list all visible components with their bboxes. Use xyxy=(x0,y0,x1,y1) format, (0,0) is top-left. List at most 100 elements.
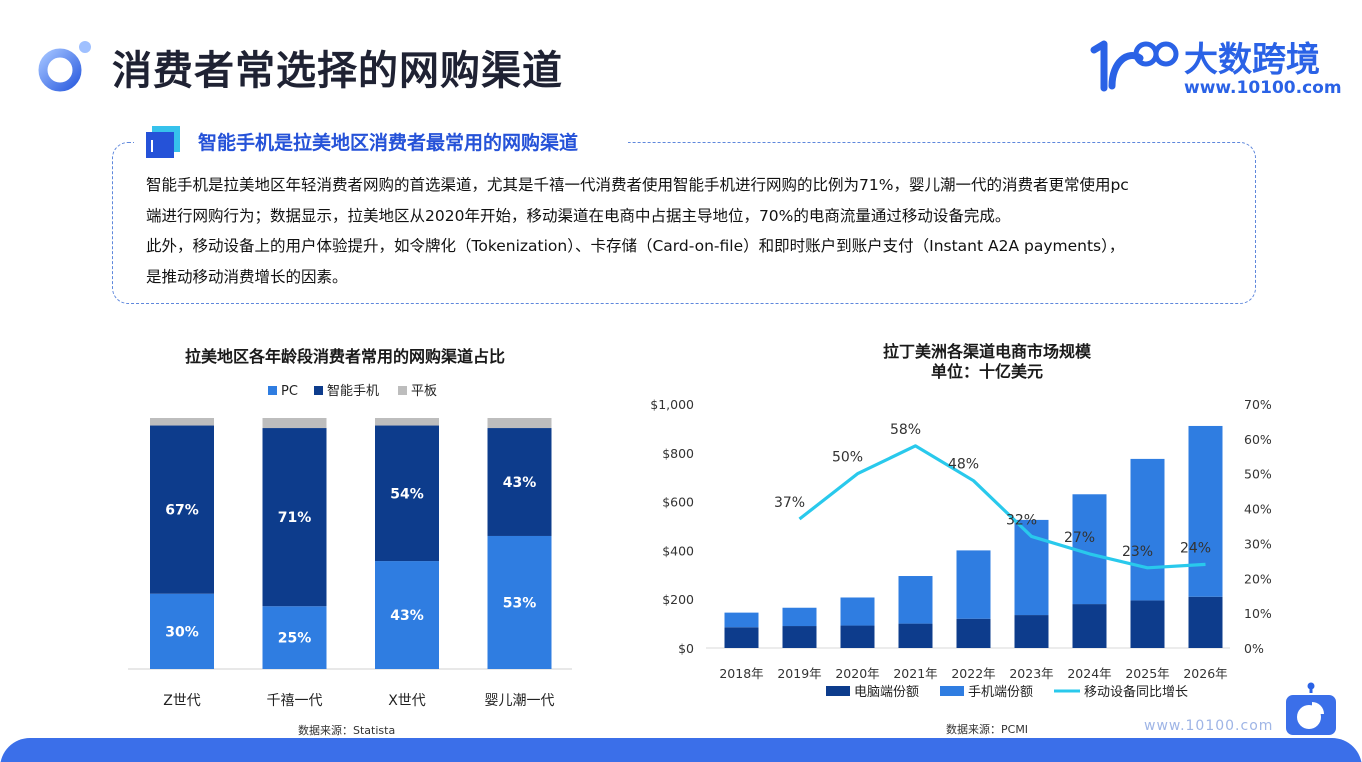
bar-segment xyxy=(724,612,759,628)
x-tick-label: 婴儿潮一代 xyxy=(485,693,555,709)
x-tick-label: 2019年 xyxy=(777,666,821,681)
summary-line: 此外，移动设备上的用户体验提升，如令牌化（Tokenization）、卡存储（C… xyxy=(146,237,1125,255)
brand-logo: 大数跨境 www.10100.com xyxy=(1088,32,1342,102)
data-label: 71% xyxy=(278,510,312,526)
bar-segment xyxy=(782,626,817,648)
bar-segment xyxy=(1072,604,1107,648)
x-tick-label: 2024年 xyxy=(1067,666,1111,681)
line-data-label: 37% xyxy=(774,495,805,511)
legend-label: 手机端份额 xyxy=(968,685,1033,700)
data-label: 43% xyxy=(503,475,537,491)
summary-title: 智能手机是拉美地区消费者最常用的网购渠道 xyxy=(198,132,579,154)
chart2-subtitle: 单位：十亿美元 xyxy=(930,362,1043,381)
bar-segment xyxy=(1188,596,1223,648)
legend-label: 智能手机 xyxy=(327,384,379,399)
y2-tick-label: 40% xyxy=(1244,502,1272,517)
bar-segment xyxy=(1014,615,1049,648)
y-tick-label: $800 xyxy=(662,446,694,461)
x-tick-label: X世代 xyxy=(388,693,426,709)
bar-segment xyxy=(1130,600,1165,648)
y2-tick-label: 50% xyxy=(1244,467,1272,482)
data-label: 54% xyxy=(390,486,424,502)
y2-tick-label: 10% xyxy=(1244,606,1272,621)
line-data-label: 27% xyxy=(1064,530,1095,546)
x-tick-label: Z世代 xyxy=(163,693,201,709)
bar-segment xyxy=(898,623,933,648)
y2-tick-label: 20% xyxy=(1244,571,1272,586)
ring-logo-icon xyxy=(38,41,91,92)
data-label: 67% xyxy=(165,503,199,519)
line-data-label: 48% xyxy=(948,457,979,473)
line-data-label: 50% xyxy=(832,450,863,466)
legend-swatch xyxy=(314,386,323,395)
data-label: 53% xyxy=(503,595,537,611)
bar-segment xyxy=(487,535,552,669)
bar-segment xyxy=(1130,458,1165,601)
legend-swatch xyxy=(940,686,964,696)
data-label: 43% xyxy=(390,608,424,624)
growth-line xyxy=(798,444,1206,570)
bar-segment xyxy=(724,627,759,648)
market-size-chart: $0 $200 $400 $600 $800 $1,000 0% 10% 20% 30% 40% 50… xyxy=(650,397,1272,700)
bar-segment xyxy=(150,418,214,426)
y2-tick-label: 30% xyxy=(1244,536,1272,551)
legend-swatch xyxy=(268,386,277,395)
bar-segment xyxy=(150,425,214,594)
x-tick-label: 千禧一代 xyxy=(267,693,323,709)
footer-url: www.10100.com xyxy=(1144,718,1274,734)
summary-line: 智能手机是拉美地区年轻消费者网购的首选渠道，尤其是千禧一代消费者使用智能手机进行… xyxy=(146,176,1129,194)
y2-tick-label: 60% xyxy=(1244,432,1272,447)
x-tick-label: 2021年 xyxy=(893,666,937,681)
bar-segment xyxy=(487,418,552,429)
y-tick-label: $400 xyxy=(662,543,694,558)
pie-chart-icon xyxy=(1284,682,1338,737)
summary-line: 是推动移动消费增长的因素。 xyxy=(146,267,348,286)
age-channel-chart: PC 智能手机 平板 30% 67% Z世代 25% 71% 千禧一代 43% 54% X世代 53% 4… xyxy=(128,384,572,709)
bar-segment xyxy=(1188,425,1223,597)
x-tick-label: 2018年 xyxy=(719,666,763,681)
bar-segment xyxy=(840,597,875,626)
bar-segment xyxy=(150,593,214,669)
chart1-title: 拉美地区各年龄段消费者常用的网购渠道占比 xyxy=(184,347,505,366)
brand-mark-icon xyxy=(1090,40,1179,92)
legend-label: 电脑端份额 xyxy=(854,685,919,700)
line-data-label: 32% xyxy=(1006,512,1037,528)
summary-line: 端进行网购行为；数据显示，拉美地区从2020年开始，移动渠道在电商中占据主导地位… xyxy=(146,206,1011,225)
page-title: 消费者常选择的网购渠道 xyxy=(112,48,563,94)
bar-segment xyxy=(262,606,327,669)
tag-icon xyxy=(146,126,180,158)
chart1-source: 数据来源：Statista xyxy=(298,724,396,737)
footer-bar xyxy=(0,738,1362,762)
y-tick-label: $0 xyxy=(678,641,694,656)
x-tick-label: 2023年 xyxy=(1009,666,1053,681)
brand-url: www.10100.com xyxy=(1184,78,1342,98)
summary-text: 智能手机是拉美地区年轻消费者网购的首选渠道，尤其是千禧一代消费者使用智能手机进行… xyxy=(146,170,1246,292)
bar-segment xyxy=(262,418,327,429)
y-tick-label: $600 xyxy=(662,495,694,510)
bar-segment xyxy=(262,428,327,607)
data-label: 25% xyxy=(278,631,312,647)
chart2-source: 数据来源：PCMI xyxy=(946,723,1029,736)
x-tick-label: 2022年 xyxy=(951,666,995,681)
bar-segment xyxy=(956,550,991,619)
line-data-label: 58% xyxy=(890,422,921,438)
bar-segment xyxy=(375,418,439,426)
bar-segment xyxy=(487,428,552,536)
legend-label: PC xyxy=(281,384,298,399)
line-data-label: 23% xyxy=(1122,544,1153,560)
y2-tick-label: 0% xyxy=(1244,641,1264,656)
chart2-title: 拉丁美洲各渠道电商市场规模 xyxy=(882,342,1091,361)
bar-segment xyxy=(956,618,991,648)
bar-segment xyxy=(1014,519,1049,616)
legend-swatch xyxy=(826,686,850,696)
y-tick-label: $200 xyxy=(662,592,694,607)
bar-segment xyxy=(375,425,439,562)
y-tick-label: $1,000 xyxy=(650,397,694,412)
data-label: 30% xyxy=(165,624,199,640)
y2-tick-label: 70% xyxy=(1244,397,1272,412)
line-data-label: 24% xyxy=(1180,540,1211,556)
bar-segment xyxy=(898,576,933,624)
legend-swatch xyxy=(398,386,407,395)
bar-segment xyxy=(375,561,439,669)
